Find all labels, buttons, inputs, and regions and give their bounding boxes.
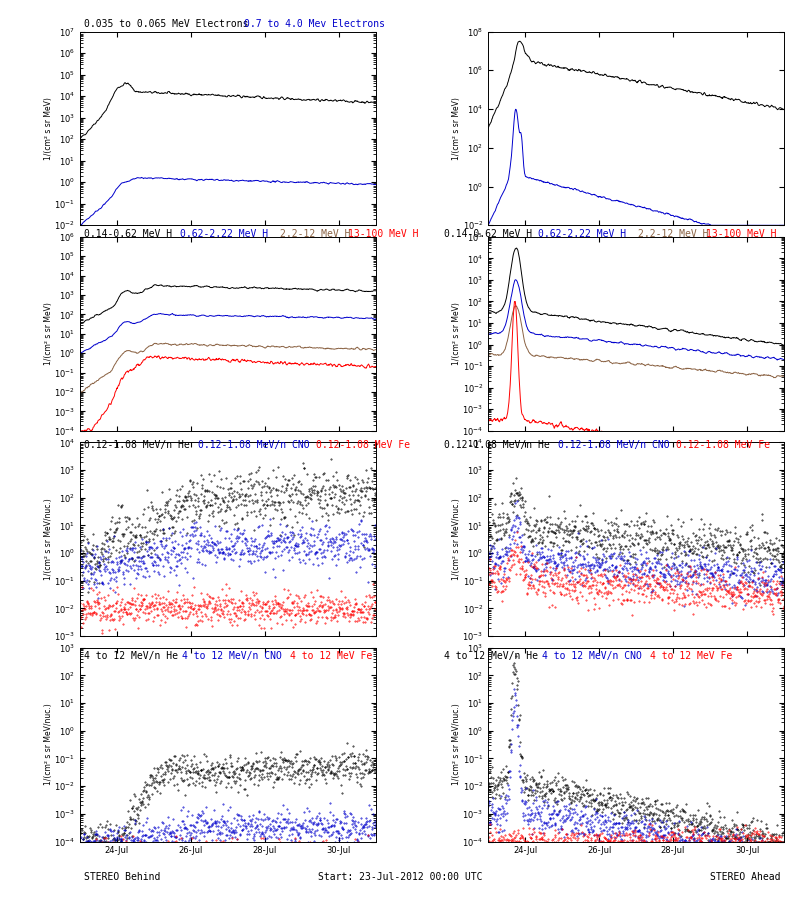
Text: 0.62-2.22 MeV H: 0.62-2.22 MeV H — [538, 230, 626, 239]
Text: 4 to 12 MeV/n CNO: 4 to 12 MeV/n CNO — [542, 651, 642, 661]
Text: 4 to 12 MeV Fe: 4 to 12 MeV Fe — [650, 651, 733, 661]
Text: 4 to 12 MeV/n He: 4 to 12 MeV/n He — [84, 651, 178, 661]
Text: 13-100 MeV H: 13-100 MeV H — [348, 230, 418, 239]
Text: 4 to 12 MeV/n He: 4 to 12 MeV/n He — [444, 651, 538, 661]
Text: 0.12-1.08 MeV/n He: 0.12-1.08 MeV/n He — [84, 440, 190, 450]
Y-axis label: 1/(cm² s sr MeV): 1/(cm² s sr MeV) — [452, 97, 461, 160]
Text: 0.14-0.62 MeV H: 0.14-0.62 MeV H — [444, 230, 532, 239]
Text: 0.12-1.08 MeV/n CNO: 0.12-1.08 MeV/n CNO — [198, 440, 310, 450]
Text: 0.62-2.22 MeV H: 0.62-2.22 MeV H — [180, 230, 268, 239]
Text: 0.14-0.62 MeV H: 0.14-0.62 MeV H — [84, 230, 172, 239]
Text: 0.035 to 0.065 MeV Electrons: 0.035 to 0.065 MeV Electrons — [84, 19, 249, 29]
Text: 0.12-1.08 MeV/n CNO: 0.12-1.08 MeV/n CNO — [558, 440, 670, 450]
Y-axis label: 1/(cm² s sr MeV/nuc.): 1/(cm² s sr MeV/nuc.) — [44, 499, 53, 580]
Y-axis label: 1/(cm² s sr MeV/nuc.): 1/(cm² s sr MeV/nuc.) — [452, 704, 461, 786]
Text: 2.2-12 MeV H: 2.2-12 MeV H — [280, 230, 350, 239]
Y-axis label: 1/(cm² s sr MeV): 1/(cm² s sr MeV) — [44, 302, 53, 365]
Y-axis label: 1/(cm² s sr MeV): 1/(cm² s sr MeV) — [452, 302, 461, 365]
Y-axis label: 1/(cm² s sr MeV): 1/(cm² s sr MeV) — [44, 97, 53, 160]
Text: STEREO Ahead: STEREO Ahead — [710, 872, 780, 882]
Text: 4 to 12 MeV Fe: 4 to 12 MeV Fe — [290, 651, 373, 661]
Text: 0.12-1.08 MeV Fe: 0.12-1.08 MeV Fe — [676, 440, 770, 450]
Text: 0.12-1.08 MeV/n He: 0.12-1.08 MeV/n He — [444, 440, 550, 450]
Text: 4 to 12 MeV/n CNO: 4 to 12 MeV/n CNO — [182, 651, 282, 661]
Y-axis label: 1/(cm² s sr MeV/nuc.): 1/(cm² s sr MeV/nuc.) — [44, 704, 53, 786]
Text: 0.12-1.08 MeV Fe: 0.12-1.08 MeV Fe — [316, 440, 410, 450]
Text: 13-100 MeV H: 13-100 MeV H — [706, 230, 776, 239]
Y-axis label: 1/(cm² s sr MeV/nuc.): 1/(cm² s sr MeV/nuc.) — [452, 499, 461, 580]
Text: 0.7 to 4.0 Mev Electrons: 0.7 to 4.0 Mev Electrons — [244, 19, 385, 29]
Text: 2.2-12 MeV H: 2.2-12 MeV H — [638, 230, 708, 239]
Text: STEREO Behind: STEREO Behind — [84, 872, 160, 882]
Text: Start: 23-Jul-2012 00:00 UTC: Start: 23-Jul-2012 00:00 UTC — [318, 872, 482, 882]
